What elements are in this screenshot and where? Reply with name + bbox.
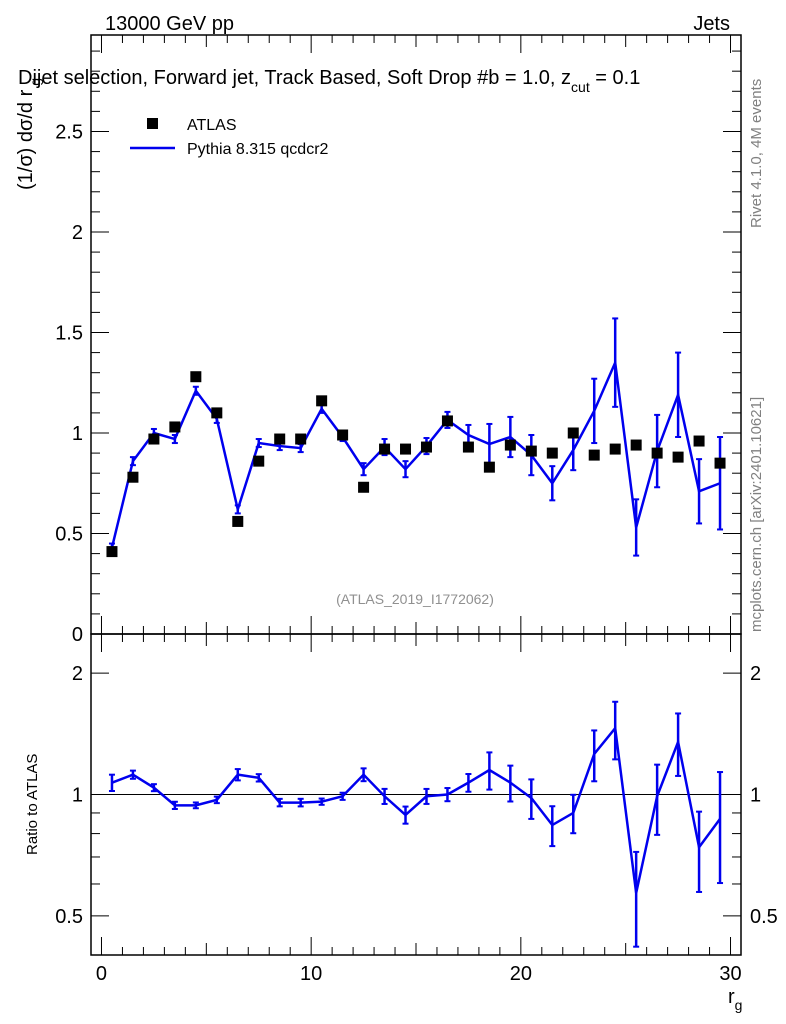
ratio-line [111,725,722,894]
y-tick-label: 1 [72,423,83,445]
ratio-y-tick-label-left: 0.5 [55,906,83,928]
title-end: = 0.1 [590,67,641,89]
x-axis-label: rg [728,986,742,1013]
legend: ATLAS Pythia 8.315 qcdcr2 [130,117,329,158]
header-right: Jets [693,13,730,35]
ratio-ylabel: Ratio to ATLAS [24,754,41,855]
x-tick-label: 10 [300,963,322,985]
atlas-point [462,441,474,453]
atlas-point [651,447,663,459]
atlas-point [630,439,642,451]
atlas-point [106,546,118,558]
header-left: 13000 GeV pp [105,13,234,35]
atlas-point [358,481,370,493]
rivet-label: Rivet 4.1.0, 4M events [748,79,765,228]
title-main: Dijet selection, Forward jet, Track Base… [18,67,571,89]
atlas-point [693,435,705,447]
main-ylabel-text: (1/σ) dσ/d r [15,89,37,190]
legend-atlas-label: ATLAS [187,117,237,134]
x-axis-label-sub: g [735,997,743,1013]
atlas-point [169,421,181,433]
main-ylabel-sub: g [27,78,43,86]
ratio-y-tick-label-right: 0.5 [750,906,778,928]
atlas-point [483,461,495,473]
x-tick-label: 20 [510,963,532,985]
ratio-y-tick-label-right: 2 [750,663,761,685]
legend-pythia-label: Pythia 8.315 qcdcr2 [187,141,329,158]
x-tick-label: 30 [719,963,741,985]
atlas-point [504,439,516,451]
atlas-point [253,455,265,467]
y-tick-label: 0.5 [55,523,83,545]
x-axis-label-text: r [728,986,735,1008]
atlas-point [672,451,684,463]
ratio-y-tick-label-left: 1 [72,785,83,807]
ratio-y-tick-label-left: 2 [72,663,83,685]
x-tick-label: 0 [96,963,107,985]
atlas-point [295,433,307,445]
plot-title: Dijet selection, Forward jet, Track Base… [18,67,640,95]
atlas-point [274,433,286,445]
pythia-line [110,357,721,548]
atlas-point [379,443,391,455]
watermark: (ATLAS_2019_I1772062) [336,591,494,607]
atlas-point [190,371,202,383]
y-tick-label: 0 [72,624,83,646]
atlas-point [232,515,244,527]
atlas-point [546,447,558,459]
mcplots-label: mcplots.cern.ch [arXiv:2401.10621] [748,397,765,632]
y-tick-label: 2.5 [55,121,83,143]
atlas-point [127,471,139,483]
atlas-point [148,433,160,445]
atlas-point [441,415,453,427]
atlas-point [211,407,223,419]
y-tick-label: 1.5 [55,322,83,344]
legend-atlas-marker [147,118,158,129]
atlas-point [337,429,349,441]
atlas-point [316,395,328,407]
atlas-point [567,427,579,439]
ratio-y-tick-label-right: 1 [750,785,761,807]
y-tick-label: 2 [72,222,83,244]
atlas-point [400,443,412,455]
atlas-point [420,441,432,453]
main-ylabel: (1/σ) dσ/d r g [15,78,43,190]
atlas-point [609,443,621,455]
title-sub: cut [571,79,590,95]
atlas-point [525,445,537,457]
atlas-point [588,449,600,461]
atlas-point [714,457,726,469]
